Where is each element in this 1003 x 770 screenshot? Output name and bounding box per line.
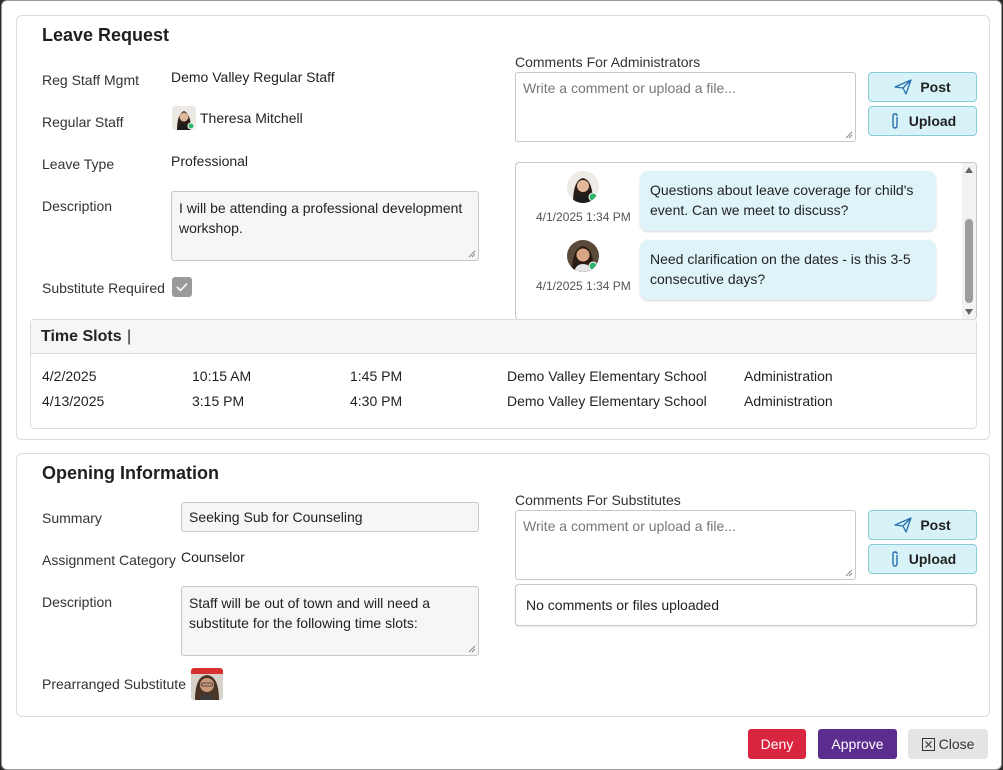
regular-staff-label: Regular Staff [42, 114, 124, 130]
regular-staff-value: Theresa Mitchell [200, 110, 303, 126]
summary-input[interactable]: Seeking Sub for Counseling [181, 502, 479, 532]
no-comments-message: No comments or files uploaded [515, 584, 977, 626]
substitute-comment-placeholder: Write a comment or upload a file... [523, 518, 736, 534]
time-slots-title: Time Slots [41, 328, 122, 345]
substitute-required-checkbox[interactable] [172, 277, 192, 297]
resize-grip-icon[interactable] [845, 131, 853, 139]
admin-comments-label: Comments For Administrators [515, 54, 701, 70]
deny-button[interactable]: Deny [748, 729, 806, 759]
reg-staff-mgmt-label: Reg Staff Mgmt [42, 72, 140, 88]
substitute-comments-label: Comments For Substitutes [515, 492, 681, 508]
time-slots-header: Time Slots | [31, 320, 976, 354]
staff-avatar [172, 106, 196, 130]
leave-type-value: Professional [171, 153, 249, 169]
upload-label: Upload [908, 113, 957, 129]
admin-post-button[interactable]: Post [868, 72, 977, 102]
description-label: Description [42, 594, 113, 610]
commenter-avatar [567, 240, 599, 272]
description-label: Description [42, 198, 113, 214]
paperclip-icon [892, 113, 898, 129]
upload-label: Upload [908, 551, 957, 567]
leave-type-label: Leave Type [42, 156, 115, 172]
section-title: Opening Information [42, 463, 219, 483]
slot-date: 4/13/2025 [42, 393, 105, 409]
time-slots-panel: Time Slots | 4/2/2025 10:15 AM 1:45 PM D… [30, 319, 977, 429]
send-icon [894, 517, 912, 533]
comment-timestamp: 4/1/2025 1:34 PM [536, 210, 631, 224]
close-label: Close [938, 736, 975, 752]
post-label: Post [920, 79, 951, 95]
paperclip-icon [892, 551, 898, 567]
opening-description-textarea[interactable]: Staff will be out of town and will need … [181, 586, 479, 656]
substitute-avatar [191, 668, 223, 700]
slot-end: 4:30 PM [350, 393, 403, 409]
slot-end: 1:45 PM [350, 368, 403, 384]
opening-description-text: Staff will be out of town and will need … [189, 595, 431, 631]
resize-grip-icon[interactable] [845, 569, 853, 577]
substitute-upload-button[interactable]: Upload [868, 544, 977, 574]
scroll-up-icon[interactable] [965, 167, 973, 173]
approve-button[interactable]: Approve [818, 729, 897, 759]
admin-comment-input[interactable]: Write a comment or upload a file... [515, 72, 856, 142]
admin-comments-thread[interactable]: 4/1/2025 1:34 PM Questions about leave c… [515, 162, 977, 320]
scroll-thumb[interactable] [965, 219, 973, 303]
close-button[interactable]: Close [908, 729, 988, 759]
section-title: Leave Request [42, 25, 170, 45]
resize-grip-icon[interactable] [468, 250, 476, 258]
substitute-post-button[interactable]: Post [868, 510, 977, 540]
comment-bubble: Questions about leave coverage for child… [640, 171, 936, 231]
post-label: Post [920, 517, 951, 533]
slot-start: 3:15 PM [192, 393, 245, 409]
assignment-category-value: Counselor [181, 549, 245, 565]
substitute-comment-input[interactable]: Write a comment or upload a file... [515, 510, 856, 580]
resize-grip-icon[interactable] [468, 645, 476, 653]
slot-location: Demo Valley Elementary School [507, 393, 707, 409]
admin-upload-button[interactable]: Upload [868, 106, 977, 136]
comment-bubble: Need clarification on the dates - is thi… [640, 240, 936, 300]
header-divider: | [127, 328, 132, 345]
comment-timestamp: 4/1/2025 1:34 PM [536, 279, 631, 293]
scroll-down-icon[interactable] [965, 309, 973, 315]
slot-position: Administration [744, 393, 833, 409]
leave-description-text: I will be attending a professional devel… [179, 200, 463, 236]
slot-start: 10:15 AM [192, 368, 252, 384]
slot-location: Demo Valley Elementary School [507, 368, 707, 384]
slot-date: 4/2/2025 [42, 368, 97, 384]
admin-comment-placeholder: Write a comment or upload a file... [523, 80, 736, 96]
substitute-required-label: Substitute Required [42, 280, 165, 296]
commenter-avatar [567, 171, 599, 203]
summary-label: Summary [42, 510, 102, 526]
leave-description-textarea[interactable]: I will be attending a professional devel… [171, 191, 479, 261]
opening-information-section: Opening Information Summary Seeking Sub … [16, 453, 990, 717]
checkmark-icon [176, 282, 188, 292]
assignment-category-label: Assignment Category [42, 552, 176, 568]
reg-staff-mgmt-value: Demo Valley Regular Staff [171, 69, 335, 85]
close-icon [921, 737, 935, 751]
slot-position: Administration [744, 368, 833, 384]
send-icon [894, 79, 912, 95]
comments-scrollbar[interactable] [962, 163, 976, 319]
leave-request-section: Leave Request Reg Staff Mgmt Demo Valley… [16, 15, 990, 440]
prearranged-substitute-label: Prearranged Substitute [42, 676, 186, 692]
